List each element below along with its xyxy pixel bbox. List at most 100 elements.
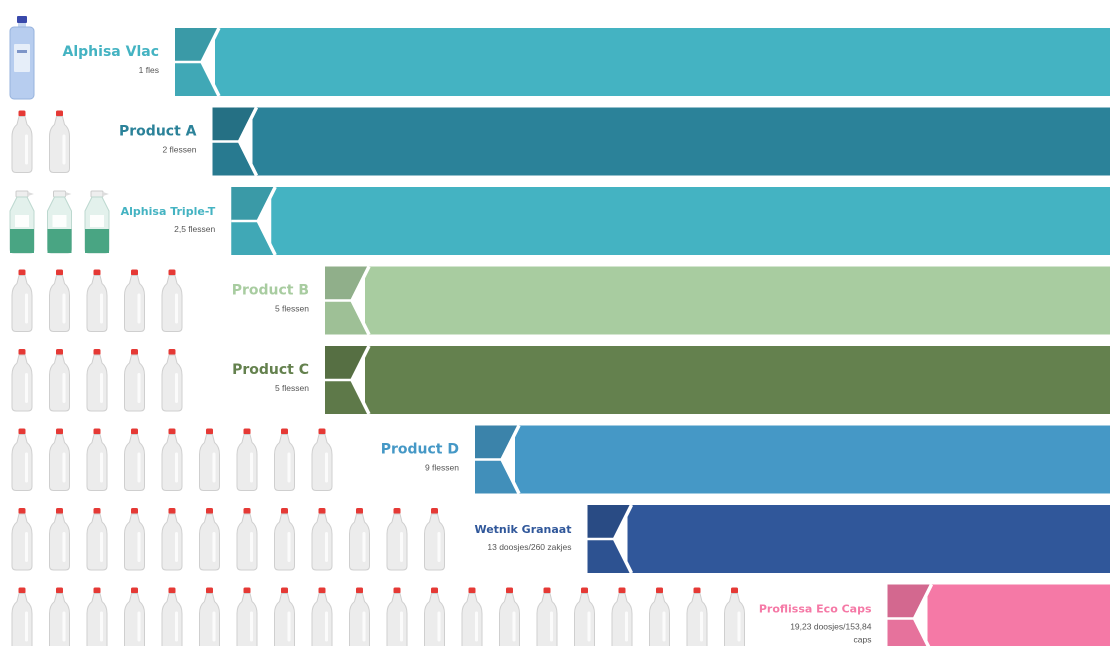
white-bottle-icon [311,508,333,571]
white-bottle-icon [11,508,33,571]
product-name: Alphisa Vlac [63,44,159,60]
row-6: Product D 9 flessen [11,424,1110,495]
bar [587,504,1110,574]
product-quantity: 5 flessen [275,383,309,393]
bar [175,27,1110,97]
white-bottle-icon [161,428,183,491]
bar-cap-top [475,425,519,460]
white-bottle-icon [424,508,445,571]
bar [475,424,1110,495]
product-name: Product C [232,362,309,378]
bar-body [271,187,1110,255]
bar [887,583,1110,646]
product-name: Wetnik Granaat [474,523,571,536]
product-quantity: 13 doosjes/260 zakjes [487,542,571,552]
product-quantity: 1 fles [139,65,159,75]
unit-icons [11,508,445,571]
bar [212,106,1110,177]
row-5: Product C 5 flessen [11,345,1110,415]
bar-body [515,425,1110,494]
bar-cap-top [231,187,276,221]
white-bottle-icon [236,428,258,491]
product-quantity: 5 flessen [275,304,309,314]
bar-body [927,584,1110,646]
white-bottle-icon [124,269,145,332]
white-bottle-icon [124,508,145,571]
row-1: Alphisa Vlac 1 fles [9,16,1110,100]
bar-cap-top [887,584,932,619]
bar-cap-top [175,28,219,62]
bar-cap-bottom [175,62,219,96]
bar-cap-bottom [231,221,276,255]
unit-icons [9,190,110,254]
bar-cap-bottom [325,380,369,414]
bar [325,265,1110,336]
white-bottle-icon [124,428,145,491]
white-bottle-icon [86,269,108,332]
white-bottle-icon [499,587,520,646]
bar-body [627,505,1110,573]
white-bottle-icon [461,587,483,646]
unit-icons [11,428,333,491]
white-bottle-icon [124,349,145,412]
white-bottle-icon [274,587,295,646]
bar-cap-top [212,107,257,142]
unit-icons [11,269,183,332]
white-bottle-icon [349,587,370,646]
white-bottle-icon [86,508,108,571]
white-bottle-icon [11,269,33,332]
bar-body [215,28,1110,96]
bar-cap-top [587,505,632,539]
row-8: Proflissa Eco Caps 19,23 doosjes/153,84 ca… [11,583,1110,646]
product-name: Product A [119,124,197,140]
unit-icons [11,587,745,646]
white-bottle-icon [236,587,258,646]
white-bottle-icon [424,587,445,646]
white-bottle-icon [386,587,408,646]
white-bottle-icon [574,587,595,646]
white-bottle-icon [161,269,183,332]
bar-cap-bottom [325,300,369,335]
white-bottle-icon [49,508,70,571]
product-name: Proflissa Eco Caps [759,603,872,616]
bar-cap-bottom [887,618,929,646]
white-bottle-icon [724,587,745,646]
product-name: Alphisa Triple-T [121,205,216,218]
bar-cap-top [325,266,369,301]
white-bottle-icon [236,508,258,571]
unit-icons [11,110,70,173]
spray-bottle-icon [84,190,110,254]
unit-icons [9,16,35,100]
white-bottle-icon [11,110,33,173]
white-bottle-icon [161,508,183,571]
bar-cap-top [325,346,369,380]
white-bottle-icon [49,349,70,412]
white-bottle-icon [274,428,295,491]
row-7: Wetnik Granaat 13 doosjes/260 zakjes [11,504,1110,574]
white-bottle-icon [86,587,108,646]
white-bottle-icon [49,587,70,646]
white-bottle-icon [274,508,295,571]
white-bottle-icon [199,587,220,646]
product-quantity: 2 flessen [162,145,196,155]
product-quantity: caps [854,635,872,645]
bar-cap-bottom [475,459,519,494]
row-3: Alphisa Triple-T 2,5 flessen [9,186,1110,256]
white-bottle-icon [11,428,33,491]
product-quantity: 9 flessen [425,463,459,473]
white-bottle-icon [86,428,108,491]
blue-bottle-icon [9,16,35,100]
white-bottle-icon [124,587,145,646]
white-bottle-icon [11,587,33,646]
bar-cap-bottom [212,141,257,176]
white-bottle-icon [611,587,633,646]
white-bottle-icon [349,508,370,571]
white-bottle-icon [686,587,708,646]
white-bottle-icon [536,587,558,646]
product-name: Product B [232,283,309,299]
row-2: Product A 2 flessen [11,106,1110,177]
product-quantity: 2,5 flessen [174,224,215,234]
bar-body [365,266,1110,335]
bar [231,186,1110,256]
